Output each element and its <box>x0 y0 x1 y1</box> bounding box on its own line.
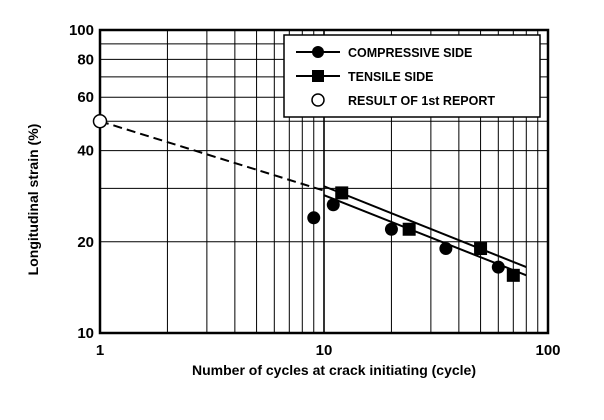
x-axis-label: Number of cycles at crack initiating (cy… <box>192 362 476 378</box>
data-point-compressive <box>307 211 321 225</box>
y-tick-label: 100 <box>69 22 94 39</box>
plot-frame <box>98 28 550 335</box>
data-point-first-report <box>92 113 108 129</box>
legend-marker <box>312 46 324 58</box>
x-tick-label: 100 <box>535 342 560 359</box>
y-tick-label: 80 <box>77 51 94 68</box>
y-tick-label: 60 <box>77 89 94 106</box>
data-point-compressive <box>439 242 453 256</box>
fit-line <box>323 194 527 277</box>
y-tick-label: 10 <box>77 325 94 342</box>
x-tick-label: 10 <box>316 342 333 359</box>
y-tick-label: 40 <box>77 143 94 160</box>
series-markers <box>92 113 520 282</box>
fit-line <box>323 185 527 269</box>
y-axis-label: Longitudinal strain (%) <box>25 124 41 276</box>
legend-label: TENSILE SIDE <box>348 70 433 84</box>
extrapolation-line <box>99 120 325 192</box>
legend: COMPRESSIVE SIDE TENSILE SIDE RESULT OF 1s… <box>283 34 541 118</box>
series-lines <box>99 120 527 277</box>
legend-label: RESULT OF 1st REPORT <box>348 94 495 108</box>
data-point-compressive <box>326 198 340 212</box>
data-point-tensile <box>474 242 488 256</box>
legend-label: COMPRESSIVE SIDE <box>348 46 472 60</box>
x-tick-label: 1 <box>96 342 104 359</box>
data-point-tensile <box>335 186 349 200</box>
legend-marker <box>311 93 325 107</box>
data-point-tensile <box>402 222 416 236</box>
legend-marker <box>312 70 324 82</box>
data-point-compressive <box>491 260 505 274</box>
data-point-tensile <box>506 268 520 282</box>
y-tick-label: 20 <box>77 234 94 251</box>
data-point-compressive <box>384 222 398 236</box>
